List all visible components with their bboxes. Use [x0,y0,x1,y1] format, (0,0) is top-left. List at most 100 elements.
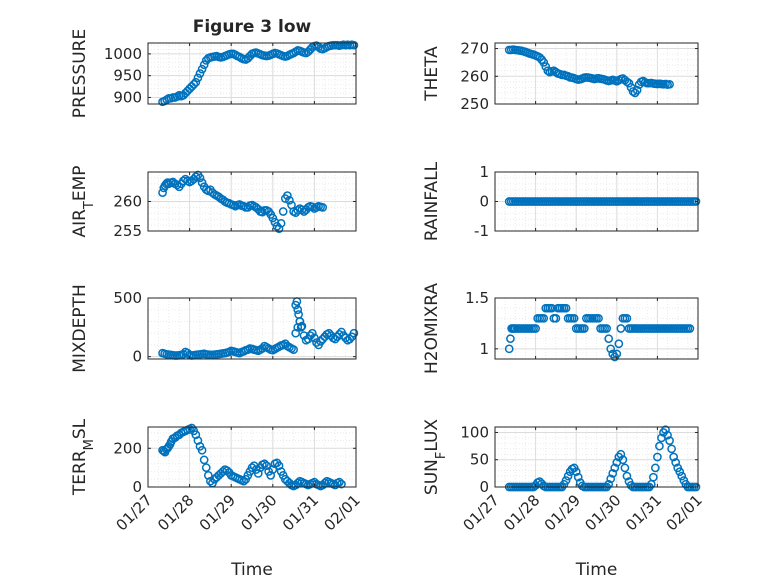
data-point [191,77,201,87]
data-point [665,436,674,445]
y-tick-label: 1 [479,163,489,181]
data-point [551,313,561,323]
data-point [661,425,670,435]
data-point [258,344,267,353]
data-point [563,471,573,481]
data-point [539,313,549,323]
y-tick-label: 260 [113,193,142,211]
data-point [653,452,662,462]
data-point [632,85,642,95]
data-point [651,463,660,473]
data-point [663,430,672,440]
series-terr_msl [158,423,346,491]
panel-air_temp: 255 260 [113,170,357,240]
x-tick-label: 01/30 [581,491,624,534]
data-point [547,303,557,313]
data-point [648,472,658,482]
data-point [573,472,583,482]
data-point [667,444,676,454]
data-point [276,218,286,228]
x-tick-label: 01/30 [237,491,280,534]
data-point [337,479,346,489]
data-point [206,476,215,486]
x-tick-label: 02/01 [663,491,706,534]
y-axis-label-rainfall: RAINFALL [422,161,442,241]
y-tick-label: 0 [479,478,489,496]
series-theta [504,45,674,98]
data-point [626,481,636,490]
y-tick-label: 100 [460,423,489,441]
x-tick-label: 01/28 [500,491,543,534]
x-tick-label: 01/27 [460,491,503,534]
y-axis-label-sun_flux: SUNFLUX [422,419,449,496]
data-point [293,206,303,215]
axes-box [147,426,357,488]
data-point [602,324,612,333]
y-tick-label: 950 [113,67,142,85]
x-tick-label: 01/27 [113,491,156,534]
y-tick-label: 0 [132,348,142,366]
data-point [274,224,284,233]
data-point [561,303,571,313]
data-point [195,173,205,183]
x-axis-label: Time [230,560,273,580]
data-point [622,77,632,87]
data-point [247,463,257,472]
data-point [201,463,211,472]
y-tick-label: 0 [132,478,142,496]
data-point [289,345,298,354]
data-point [341,333,350,343]
y-tick-label: 500 [113,289,142,307]
axes-box [494,297,699,360]
y-axis-label-mixdepth: MIXDEPTH [70,284,90,373]
data-point [270,217,280,227]
data-point [677,471,687,481]
data-point [345,334,355,344]
y-tick-label: 50 [470,451,489,469]
series-mixdepth [158,297,359,360]
data-point [199,60,209,70]
data-point [691,197,701,206]
data-point [172,180,182,190]
axes-box [494,426,699,488]
data-point [616,449,626,459]
data-point [543,66,553,76]
data-point [197,445,207,455]
panel-theta: 250 260 270 [460,40,699,113]
data-point [197,178,207,187]
data-point [218,467,228,476]
panel-h2omixra: 11.5 [465,289,699,362]
data-point [622,471,632,481]
y-tick-label: 250 [460,95,489,113]
data-point [307,202,317,212]
x-axis-label: Time [575,560,618,580]
data-point [504,344,514,354]
data-point [335,330,344,339]
data-point [318,203,328,212]
data-point [569,313,579,323]
data-point [594,313,603,323]
x-tick-label: 02/01 [321,491,364,534]
data-point [616,324,626,333]
data-point [179,349,188,359]
data-point [295,317,305,326]
data-point [199,455,209,465]
data-point [604,479,614,489]
data-point [258,207,267,217]
data-point [312,338,321,347]
data-point [561,476,571,485]
data-point [193,73,203,83]
y-tick-label: 260 [460,67,489,85]
y-tick-label: 1 [479,340,489,358]
panel-pressure: 900 950 1000 Figure 3 low [104,17,359,106]
axes-box [147,42,357,105]
data-point [618,455,628,465]
data-point [349,328,359,338]
data-point [506,334,515,344]
data-point [606,474,616,484]
y-axis-label-h2omixra: H2OMIXRA [422,283,442,374]
data-point [307,328,317,338]
data-point [278,207,288,216]
